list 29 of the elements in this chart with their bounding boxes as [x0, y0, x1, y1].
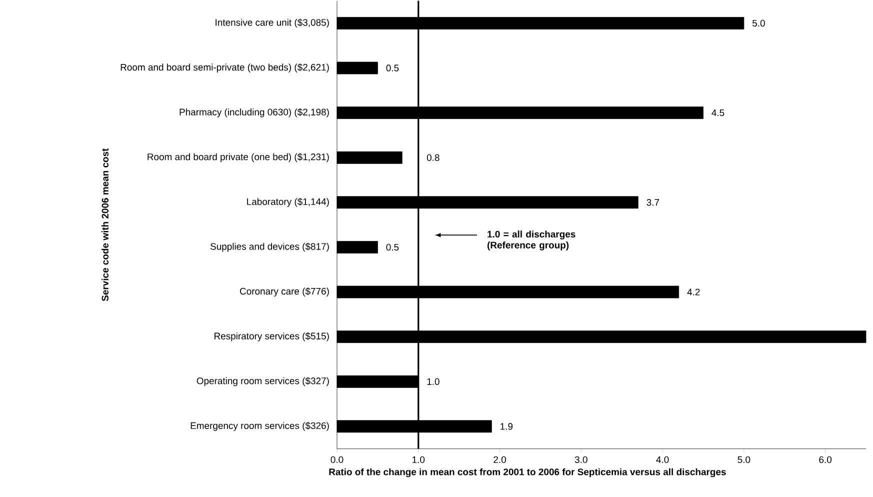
x-tick-label: 3.0 — [574, 456, 588, 464]
data-label: 4.5 — [712, 110, 724, 116]
y-tick-label: Room and board semi-private (two beds) ($2,621) — [120, 64, 329, 73]
y-tick-label: Room and board private (one bed) ($1,231) — [148, 153, 329, 162]
y-tick-label: Operating room services ($327) — [196, 377, 329, 386]
x-axis-title: Ratio of the change in mean cost from 2001 to 2006 for Septicemia versus all discharges — [329, 468, 726, 478]
y-tick-label: Emergency room services ($326) — [190, 422, 329, 431]
data-label: 0.5 — [386, 244, 399, 251]
y-tick-label: Pharmacy (including 0630) ($2,198) — [180, 108, 329, 118]
data-label: 0.8 — [426, 154, 440, 162]
data-label: 4.2 — [687, 288, 700, 296]
data-label: 5.0 — [752, 20, 765, 27]
x-tick-label: 0.0 — [330, 456, 344, 464]
data-label: 3.7 — [646, 199, 660, 206]
x-tick-label: 1.0 — [412, 456, 425, 464]
data-label: 1.0 — [427, 378, 440, 386]
y-tick-label: Laboratory ($1,144) — [247, 198, 329, 207]
y-tick-label: Intensive care unit ($3,085) — [216, 18, 329, 28]
data-label: 1.9 — [500, 423, 513, 430]
x-tick-label: 4.0 — [656, 456, 669, 464]
y-tick-label: Supplies and devices ($817) — [210, 242, 329, 252]
x-tick-label: 6.0 — [819, 456, 832, 464]
data-label: 0.5 — [386, 64, 399, 72]
x-tick-label: 5.0 — [738, 456, 750, 464]
y-tick-label: Respiratory services ($515) — [214, 332, 329, 342]
ref-line-label: 1.0 = all discharges (Reference group) — [487, 230, 576, 250]
x-tick-label: 2.0 — [494, 456, 506, 464]
y-axis-title: Service code with 2006 mean cost — [102, 148, 108, 302]
y-tick-label: Coronary care ($776) — [240, 288, 329, 297]
